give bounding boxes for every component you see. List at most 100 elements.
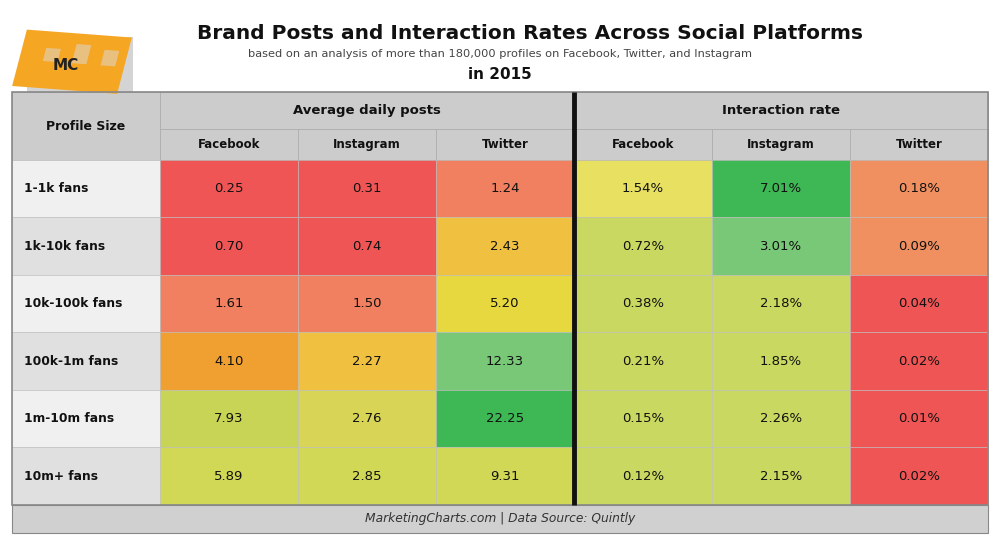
Text: 7.93: 7.93 (214, 412, 244, 425)
FancyBboxPatch shape (12, 390, 160, 447)
Text: based on an analysis of more than 180,000 profiles on Facebook, Twitter, and Ins: based on an analysis of more than 180,00… (248, 49, 752, 59)
FancyBboxPatch shape (160, 160, 298, 217)
FancyBboxPatch shape (436, 160, 574, 217)
Text: Facebook: Facebook (198, 138, 260, 151)
Text: 2.85: 2.85 (352, 469, 382, 483)
Text: 2.15%: 2.15% (760, 469, 802, 483)
Text: Twitter: Twitter (482, 138, 528, 151)
FancyBboxPatch shape (298, 390, 436, 447)
FancyBboxPatch shape (12, 30, 132, 94)
Text: 0.12%: 0.12% (622, 469, 664, 483)
Text: 0.72%: 0.72% (622, 240, 664, 253)
Text: Interaction rate: Interaction rate (722, 104, 840, 117)
Text: 4.10: 4.10 (214, 354, 244, 368)
Text: 0.38%: 0.38% (622, 297, 664, 310)
FancyBboxPatch shape (436, 332, 574, 390)
FancyBboxPatch shape (12, 92, 160, 160)
Text: 10k-100k fans: 10k-100k fans (24, 297, 122, 310)
FancyBboxPatch shape (574, 160, 712, 217)
FancyBboxPatch shape (12, 217, 160, 275)
FancyBboxPatch shape (12, 505, 988, 533)
FancyBboxPatch shape (850, 332, 988, 390)
Text: 2.27: 2.27 (352, 354, 382, 368)
FancyBboxPatch shape (574, 390, 712, 447)
FancyBboxPatch shape (850, 160, 988, 217)
FancyBboxPatch shape (298, 217, 436, 275)
Text: 0.70: 0.70 (214, 240, 244, 253)
Text: MC: MC (53, 58, 79, 73)
FancyBboxPatch shape (12, 160, 160, 217)
Text: 1.24: 1.24 (490, 182, 520, 195)
Text: 12.33: 12.33 (486, 354, 524, 368)
Text: 5.89: 5.89 (214, 469, 244, 483)
Text: 0.15%: 0.15% (622, 412, 664, 425)
Text: 1.61: 1.61 (214, 297, 244, 310)
FancyBboxPatch shape (850, 390, 988, 447)
FancyBboxPatch shape (160, 332, 298, 390)
Text: 2.26%: 2.26% (760, 412, 802, 425)
FancyBboxPatch shape (436, 129, 574, 160)
FancyBboxPatch shape (160, 390, 298, 447)
Text: 3.01%: 3.01% (760, 240, 802, 253)
Text: 1k-10k fans: 1k-10k fans (24, 240, 105, 253)
FancyBboxPatch shape (850, 129, 988, 160)
FancyBboxPatch shape (12, 332, 160, 390)
Text: 0.02%: 0.02% (898, 469, 940, 483)
Text: 0.04%: 0.04% (898, 297, 940, 310)
Text: 0.74: 0.74 (352, 240, 382, 253)
Text: Twitter: Twitter (896, 138, 942, 151)
FancyBboxPatch shape (298, 447, 436, 505)
FancyBboxPatch shape (298, 275, 436, 332)
Text: in 2015: in 2015 (468, 67, 532, 82)
FancyBboxPatch shape (712, 447, 850, 505)
Text: MarketingCharts.com | Data Source: Quintly: MarketingCharts.com | Data Source: Quint… (365, 512, 635, 525)
Text: 22.25: 22.25 (486, 412, 524, 425)
FancyBboxPatch shape (160, 129, 298, 160)
FancyBboxPatch shape (72, 44, 91, 64)
FancyBboxPatch shape (436, 390, 574, 447)
FancyBboxPatch shape (436, 447, 574, 505)
Text: 2.43: 2.43 (490, 240, 520, 253)
Text: 9.31: 9.31 (490, 469, 520, 483)
Text: 100k-1m fans: 100k-1m fans (24, 354, 118, 368)
Text: 10m+ fans: 10m+ fans (24, 469, 98, 483)
FancyBboxPatch shape (160, 217, 298, 275)
Text: 0.18%: 0.18% (898, 182, 940, 195)
FancyBboxPatch shape (712, 160, 850, 217)
FancyBboxPatch shape (298, 332, 436, 390)
Text: Brand Posts and Interaction Rates Across Social Platforms: Brand Posts and Interaction Rates Across… (197, 24, 863, 43)
FancyBboxPatch shape (12, 275, 160, 332)
FancyBboxPatch shape (712, 390, 850, 447)
Text: 0.09%: 0.09% (898, 240, 940, 253)
FancyBboxPatch shape (436, 217, 574, 275)
Text: 0.01%: 0.01% (898, 412, 940, 425)
FancyBboxPatch shape (100, 50, 119, 67)
Text: 0.25: 0.25 (214, 182, 244, 195)
FancyBboxPatch shape (27, 37, 133, 93)
FancyBboxPatch shape (712, 217, 850, 275)
Text: Instagram: Instagram (333, 138, 401, 151)
FancyBboxPatch shape (850, 275, 988, 332)
Text: 0.31: 0.31 (352, 182, 382, 195)
Text: Average daily posts: Average daily posts (293, 104, 441, 117)
Text: 1-1k fans: 1-1k fans (24, 182, 88, 195)
FancyBboxPatch shape (850, 217, 988, 275)
FancyBboxPatch shape (43, 48, 61, 62)
FancyBboxPatch shape (574, 129, 712, 160)
Text: 7.01%: 7.01% (760, 182, 802, 195)
FancyBboxPatch shape (160, 275, 298, 332)
Text: 1.85%: 1.85% (760, 354, 802, 368)
Text: 1.54%: 1.54% (622, 182, 664, 195)
FancyBboxPatch shape (712, 332, 850, 390)
Text: Profile Size: Profile Size (46, 120, 126, 133)
FancyBboxPatch shape (12, 447, 160, 505)
FancyBboxPatch shape (298, 129, 436, 160)
Text: 0.21%: 0.21% (622, 354, 664, 368)
FancyBboxPatch shape (574, 275, 712, 332)
Text: 2.76: 2.76 (352, 412, 382, 425)
Text: 1m-10m fans: 1m-10m fans (24, 412, 114, 425)
FancyBboxPatch shape (436, 275, 574, 332)
FancyBboxPatch shape (712, 129, 850, 160)
FancyBboxPatch shape (574, 332, 712, 390)
FancyBboxPatch shape (160, 447, 298, 505)
